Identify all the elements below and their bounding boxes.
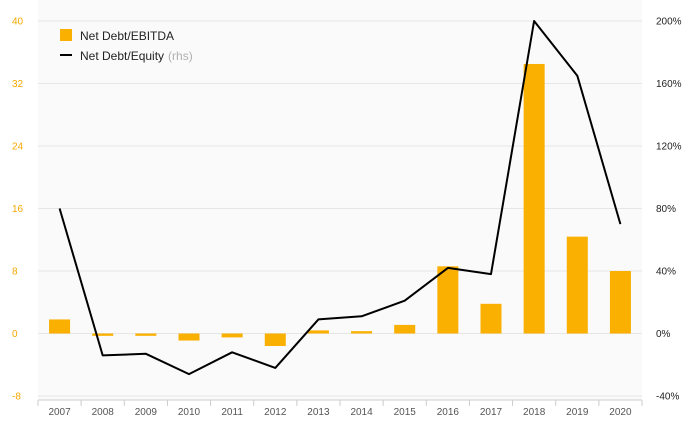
x-tick-label: 2009 xyxy=(135,407,158,418)
x-tick-label: 2018 xyxy=(523,407,546,418)
bar xyxy=(49,319,71,334)
bar xyxy=(394,324,416,334)
y-right-tick-label: 160% xyxy=(656,79,682,90)
x-axis: 2007 2008 2009 2010 2011 2012 2013 2014 2015 2016… xyxy=(37,399,643,418)
x-tick-label: 2020 xyxy=(609,407,632,418)
bar xyxy=(351,331,373,334)
bar xyxy=(92,333,114,336)
bar-series xyxy=(49,63,631,346)
x-tick-label: 2008 xyxy=(92,407,115,418)
line-path xyxy=(58,20,622,376)
y-left-tick-label: -8 xyxy=(12,392,21,403)
legend: Net Debt/EBITDA Net Debt/Equity (rhs) xyxy=(60,29,193,63)
bar xyxy=(178,333,200,341)
y-left-tick-label: 40 xyxy=(12,17,24,28)
y-left-tick-label: 8 xyxy=(12,267,18,278)
bar xyxy=(566,236,588,334)
y-axis-left: 40 32 24 16 8 0 -8 xyxy=(12,17,24,403)
x-tick-label: 2007 xyxy=(48,407,71,418)
y-right-tick-label: 120% xyxy=(656,142,682,153)
x-tick-label: 2015 xyxy=(394,407,417,418)
x-tick-label: 2016 xyxy=(437,407,460,418)
bar xyxy=(307,330,329,334)
bar xyxy=(523,63,545,334)
x-tick-label: 2019 xyxy=(566,407,589,418)
x-tick-label: 2013 xyxy=(307,407,330,418)
legend-label-bar: Net Debt/EBITDA xyxy=(80,29,174,43)
x-tick-label: 2011 xyxy=(221,407,243,418)
bar xyxy=(609,271,631,334)
x-tick-label: 2014 xyxy=(350,407,373,418)
y-right-tick-label: 0% xyxy=(656,329,671,340)
x-tick-label: 2010 xyxy=(178,407,201,418)
y-right-tick-label: -40% xyxy=(656,392,679,403)
bar xyxy=(135,333,157,336)
legend-swatch-bar xyxy=(60,29,72,41)
x-tick-label: 2017 xyxy=(480,407,503,418)
y-axis-right: 200% 160% 120% 80% 40% 0% -40% xyxy=(656,17,682,403)
x-tick-label: 2012 xyxy=(264,407,287,418)
bar xyxy=(480,303,502,334)
y-right-tick-label: 80% xyxy=(656,204,676,215)
bar xyxy=(437,266,459,334)
y-left-tick-label: 24 xyxy=(12,142,24,153)
bar xyxy=(221,333,243,338)
y-right-tick-label: 40% xyxy=(656,267,676,278)
line-series xyxy=(58,20,622,376)
y-left-tick-label: 16 xyxy=(12,204,24,215)
y-left-tick-label: 32 xyxy=(12,79,24,90)
y-right-tick-label: 200% xyxy=(656,17,682,28)
y-left-tick-label: 0 xyxy=(12,329,18,340)
bar xyxy=(264,333,286,346)
legend-label-line: Net Debt/Equity (rhs) xyxy=(80,49,193,63)
